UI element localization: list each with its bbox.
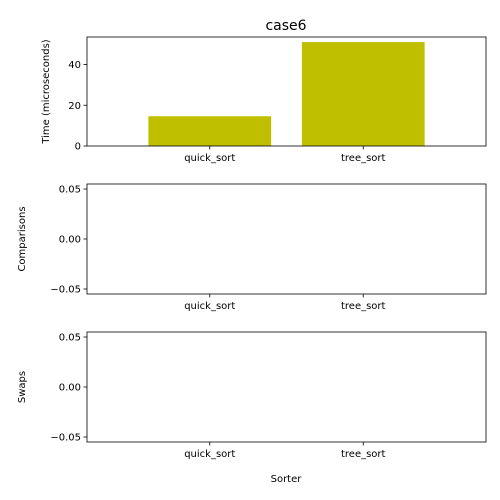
comparisons-x-tick-label-tree-sort: tree_sort: [341, 301, 386, 312]
time-x-tick-label-tree-sort: tree_sort: [341, 153, 386, 164]
time-subplot: case6 quick_sort tree_sort 0 20 40 Time (mic…: [41, 18, 487, 164]
time-y-tick-label: 40: [68, 60, 81, 71]
swaps-axes-frame: [86, 331, 487, 443]
time-axes-frame: [86, 36, 487, 147]
swaps-plot-area: quick_sort tree_sort 0.05 0.00 −0.05: [50, 333, 385, 460]
comparisons-plot-area: quick_sort tree_sort 0.05 0.00 −0.05: [50, 185, 385, 312]
comparisons-x-tick-label-quick-sort: quick_sort: [184, 301, 235, 312]
swaps-y-tick-label: 0.00: [59, 383, 81, 394]
swaps-y-axis-label: Swaps: [17, 371, 28, 403]
chart-title: case6: [265, 18, 306, 34]
comparisons-subplot: quick_sort tree_sort 0.05 0.00 −0.05 Compari…: [17, 183, 487, 312]
time-y-tick-label: 20: [68, 101, 81, 112]
swaps-y-tick-label: 0.05: [59, 333, 81, 344]
swaps-x-tick-label-tree-sort: tree_sort: [341, 449, 386, 460]
time-y-axis-label: Time (microseconds): [41, 39, 52, 144]
swaps-x-tick-label-quick-sort: quick_sort: [184, 449, 235, 460]
comparisons-y-tick-label: −0.05: [50, 285, 81, 296]
comparisons-y-axis-label: Comparisons: [17, 206, 28, 271]
comparisons-y-tick-label: 0.05: [59, 185, 81, 196]
time-bar-quick-sort: [148, 116, 272, 146]
swaps-subplot: quick_sort tree_sort 0.05 0.00 −0.05 Swaps S…: [17, 331, 487, 485]
time-plot-area: quick_sort tree_sort 0 20 40: [68, 42, 425, 164]
time-y-tick-label: 0: [75, 142, 81, 153]
time-x-tick-label-quick-sort: quick_sort: [184, 153, 235, 164]
comparisons-axes-frame: [86, 183, 487, 295]
swaps-y-tick-label: −0.05: [50, 433, 81, 444]
time-bar-tree-sort: [301, 42, 425, 147]
comparisons-y-tick-label: 0.00: [59, 235, 81, 246]
sorter-x-axis-label: Sorter: [271, 474, 303, 485]
